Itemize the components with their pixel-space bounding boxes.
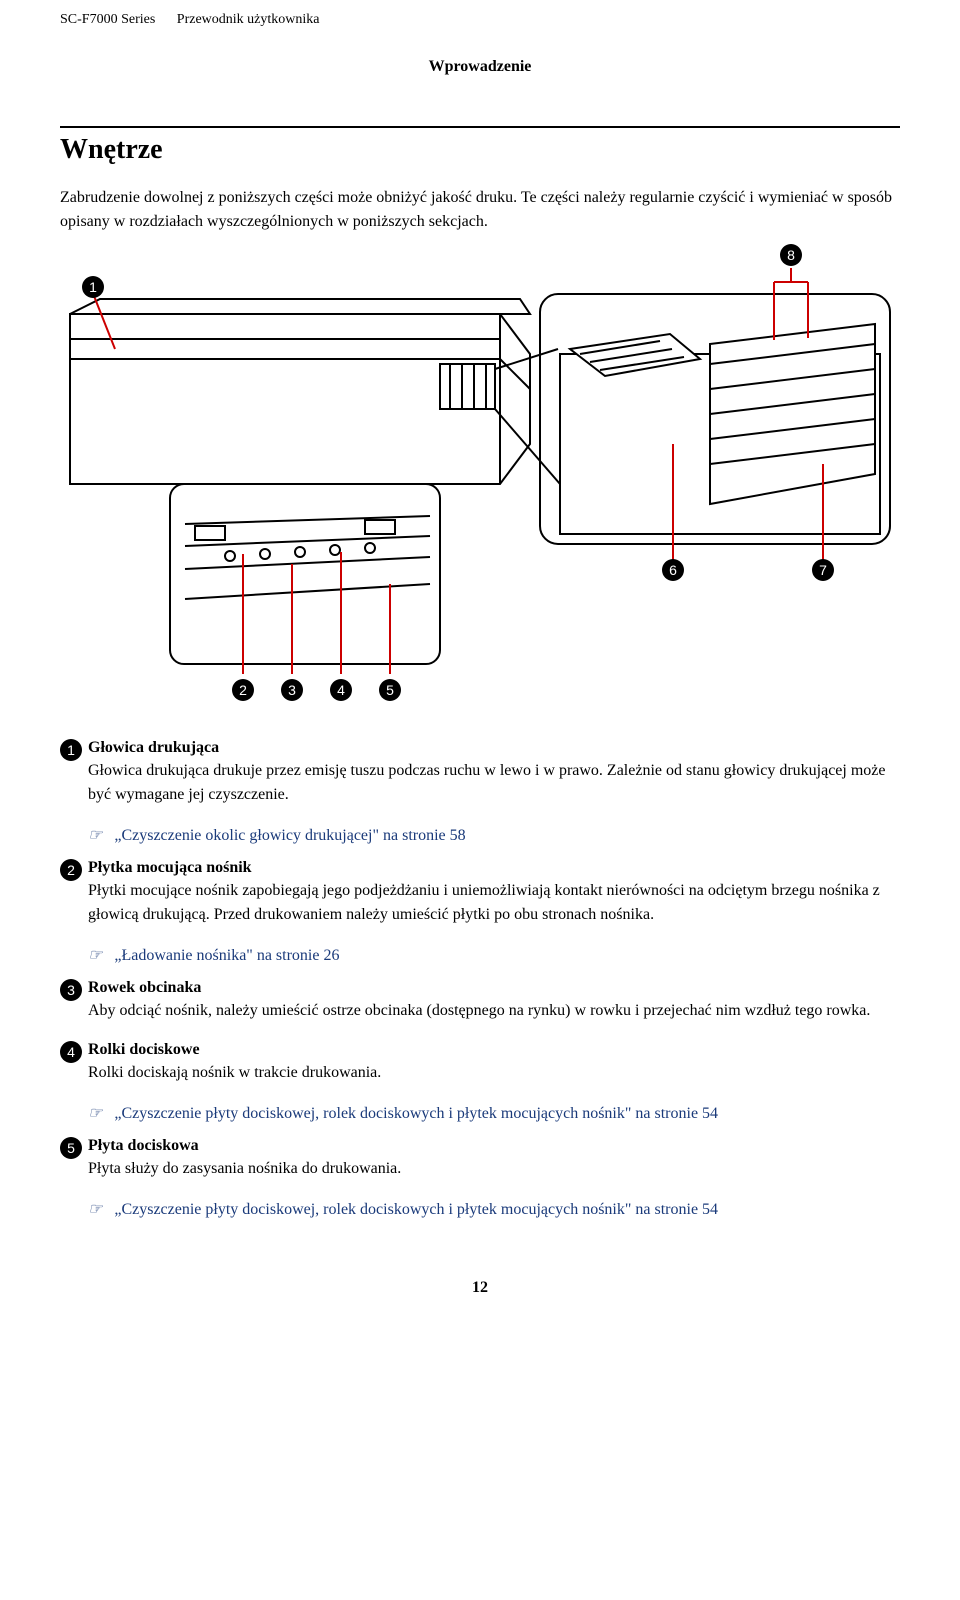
item-5-link-row[interactable]: ☞ „Czyszczenie płyty dociskowej, rolek d… xyxy=(88,1199,900,1219)
item-5-desc: Płyta służy do zasysania nośnika do druk… xyxy=(88,1157,900,1181)
item-4-link[interactable]: „Czyszczenie płyty dociskowej, rolek doc… xyxy=(114,1105,718,1122)
section-title: Wnętrze xyxy=(60,126,900,166)
intro-paragraph: Zabrudzenie dowolnej z poniższych części… xyxy=(60,186,900,234)
callout-3: 3 xyxy=(281,679,303,701)
item-1-title: Głowica drukująca xyxy=(88,739,900,757)
item-2: 2 Płytka mocująca nośnik Płytki mocujące… xyxy=(60,859,900,927)
item-4: 4 Rolki dociskowe Rolki dociskają nośnik… xyxy=(60,1041,900,1085)
callout-5: 5 xyxy=(379,679,401,701)
chapter-title: Wprowadzenie xyxy=(60,58,900,76)
diagram-svg xyxy=(60,254,900,714)
item-5-num: 5 xyxy=(60,1137,82,1159)
item-2-title: Płytka mocująca nośnik xyxy=(88,859,900,877)
item-5: 5 Płyta dociskowa Płyta służy do zasysan… xyxy=(60,1137,900,1181)
callout-7: 7 xyxy=(812,559,834,581)
item-1-link-row[interactable]: ☞ „Czyszczenie okolic głowicy drukującej… xyxy=(88,825,900,845)
item-1-link[interactable]: „Czyszczenie okolic głowicy drukującej" … xyxy=(114,827,465,844)
item-5-title: Płyta dociskowa xyxy=(88,1137,900,1155)
page-number: 12 xyxy=(60,1279,900,1297)
item-1-desc: Głowica drukująca drukuje przez emisję t… xyxy=(88,759,900,807)
series-name: SC-F7000 Series xyxy=(60,12,155,27)
item-4-link-row[interactable]: ☞ „Czyszczenie płyty dociskowej, rolek d… xyxy=(88,1103,900,1123)
callout-8: 8 xyxy=(780,244,802,266)
item-1-num: 1 xyxy=(60,739,82,761)
page-header: SC-F7000 Series Przewodnik użytkownika xyxy=(60,12,900,28)
item-4-title: Rolki dociskowe xyxy=(88,1041,900,1059)
item-1: 1 Głowica drukująca Głowica drukująca dr… xyxy=(60,739,900,807)
item-5-link[interactable]: „Czyszczenie płyty dociskowej, rolek doc… xyxy=(114,1201,718,1218)
pointer-icon: ☞ xyxy=(88,1105,102,1122)
callout-1: 1 xyxy=(82,276,104,298)
item-3-desc: Aby odciąć nośnik, należy umieścić ostrz… xyxy=(88,999,900,1023)
callout-2: 2 xyxy=(232,679,254,701)
item-4-num: 4 xyxy=(60,1041,82,1063)
guide-title: Przewodnik użytkownika xyxy=(177,12,320,27)
item-3-num: 3 xyxy=(60,979,82,1001)
pointer-icon: ☞ xyxy=(88,947,102,964)
callout-6: 6 xyxy=(662,559,684,581)
printer-diagram: 1 8 6 7 2 3 4 5 xyxy=(60,254,900,714)
item-2-link[interactable]: „Ładowanie nośnika" na stronie 26 xyxy=(114,947,339,964)
pointer-icon: ☞ xyxy=(88,1201,102,1218)
item-2-link-row[interactable]: ☞ „Ładowanie nośnika" na stronie 26 xyxy=(88,945,900,965)
pointer-icon: ☞ xyxy=(88,827,102,844)
item-4-desc: Rolki dociskają nośnik w trakcie drukowa… xyxy=(88,1061,900,1085)
callout-4: 4 xyxy=(330,679,352,701)
item-3: 3 Rowek obcinaka Aby odciąć nośnik, nale… xyxy=(60,979,900,1023)
item-2-desc: Płytki mocujące nośnik zapobiegają jego … xyxy=(88,879,900,927)
item-2-num: 2 xyxy=(60,859,82,881)
item-3-title: Rowek obcinaka xyxy=(88,979,900,997)
